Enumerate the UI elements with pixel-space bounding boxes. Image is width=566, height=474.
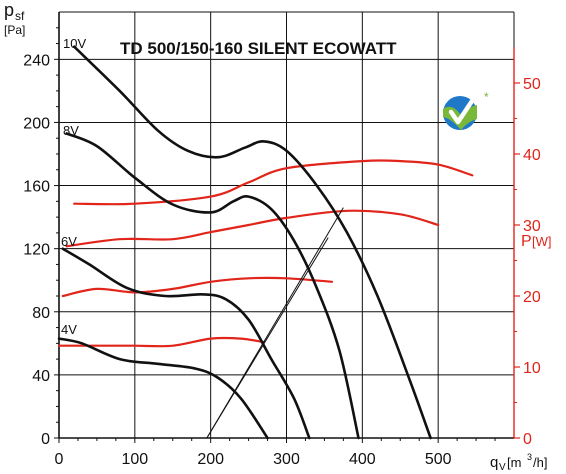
grid-lines (58, 11, 515, 439)
power-curve-8v (65, 209, 440, 248)
y-right-label-unit: [W] (532, 234, 552, 249)
y-right-axis-label: P [W] (521, 233, 552, 250)
x-tick-label: 0 (55, 451, 64, 468)
pressure-curve-4v (57, 337, 269, 440)
x-label-unit-pre: [m (507, 455, 521, 470)
system-line (206, 237, 329, 439)
y-right-tick-label: 10 (523, 360, 541, 377)
y-right-tick-label: 30 (523, 218, 541, 235)
ecowatt-checkmark-globe-icon (443, 96, 477, 130)
y-right-tick-label: 40 (523, 147, 541, 164)
y-left-label-sub: sf (15, 9, 25, 23)
y-left-tick-label: 0 (41, 431, 50, 448)
power-curve-4v (57, 336, 265, 348)
x-tick-label: 200 (197, 451, 224, 468)
pressure-curve-10v (72, 45, 432, 440)
x-axis-label: q V [m 3 /h] (490, 452, 547, 473)
series-label-4v: 4V (61, 322, 77, 337)
system-lines (206, 207, 344, 439)
x-tick-label: 400 (349, 451, 376, 468)
pressure-curve-6v (61, 247, 311, 440)
y-left-axis-label: p sf [Pa] (4, 0, 25, 37)
y-left-label-unit: [Pa] (4, 23, 25, 37)
power-curves (57, 159, 474, 348)
y-left-tick-label: 80 (32, 305, 50, 322)
chart-title: TD 500/150-160 SILENT ECOWATT (120, 39, 397, 58)
y-left-tick-label: 240 (23, 52, 50, 69)
power-curve-10v (73, 159, 474, 206)
y-left-tick-label: 120 (23, 242, 50, 259)
x-label-unit-post: /h] (533, 455, 547, 470)
y-right-tick-label: 0 (523, 431, 532, 448)
pressure-curve-8v (65, 132, 360, 440)
y-right-tick-label: 50 (523, 76, 541, 93)
x-tick-label: 500 (425, 451, 452, 468)
x-label-unit-sup: 3 (527, 452, 532, 462)
y-right-tick-label: 20 (523, 289, 541, 306)
x-tick-label: 100 (121, 451, 148, 468)
power-curve-6v (61, 276, 334, 298)
y-left-tick-label: 40 (32, 368, 50, 385)
x-label-main: q (490, 454, 498, 471)
y-left-tick-label: 200 (23, 115, 50, 132)
series-label-10v: 10V (63, 36, 86, 51)
series-label-8v: 8V (63, 123, 79, 138)
y-left-tick-label: 160 (23, 179, 50, 196)
x-label-sub: V (499, 462, 506, 473)
y-right-label-main: P (521, 233, 532, 250)
y-left-label-main: p (4, 0, 14, 20)
x-tick-label: 300 (273, 451, 300, 468)
axis-ticks: 0 100 200 300 400 500 0 40 80 120 160 200 240 0 10 20 30… (23, 27, 541, 468)
logo-mark: * (484, 90, 489, 104)
pressure-curves (57, 45, 432, 440)
series-label-6v: 6V (61, 234, 77, 249)
